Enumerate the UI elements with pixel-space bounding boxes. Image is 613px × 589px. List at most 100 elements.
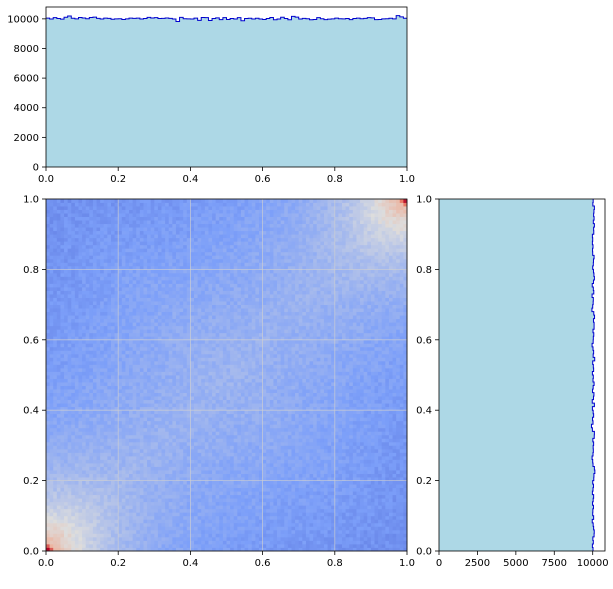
heatmap-cell	[53, 441, 58, 446]
heatmap-cell	[219, 336, 224, 341]
heatmap-cell	[114, 290, 119, 295]
heatmap-cell	[85, 315, 90, 320]
heatmap-cell	[186, 529, 191, 534]
heatmap-cell	[53, 223, 58, 228]
heatmap-cell	[89, 441, 94, 446]
heatmap-cell	[175, 308, 180, 313]
heatmap-cell	[71, 438, 76, 443]
heatmap-cell	[201, 427, 206, 432]
heatmap-cell	[215, 403, 220, 408]
heatmap-cell	[118, 276, 123, 281]
heatmap-cell	[100, 431, 105, 436]
heatmap-cell	[172, 339, 177, 344]
heatmap-cell	[53, 508, 58, 513]
heatmap-cell	[186, 501, 191, 506]
heatmap-cell	[107, 209, 112, 214]
heatmap-cell	[186, 209, 191, 214]
heatmap-cell	[46, 452, 51, 457]
heatmap-cell	[56, 269, 61, 274]
heatmap-cell	[114, 385, 119, 390]
heatmap-cell	[147, 213, 152, 217]
heatmap-cell	[56, 484, 61, 489]
heatmap-cell	[118, 265, 123, 270]
heatmap-cell	[190, 336, 195, 341]
heatmap-cell	[194, 508, 199, 513]
heatmap-cell	[89, 297, 94, 302]
heatmap-cell	[60, 290, 65, 295]
heatmap-cell	[71, 227, 76, 232]
heatmap-cell	[139, 526, 144, 531]
heatmap-cell	[150, 220, 155, 225]
heatmap-cell	[74, 206, 79, 210]
heatmap-cell	[67, 470, 72, 474]
heatmap-cell	[150, 223, 155, 228]
heatmap-cell	[161, 455, 166, 460]
heatmap-cell	[110, 399, 115, 404]
heatmap-cell	[201, 346, 206, 351]
heatmap-cell	[132, 353, 137, 358]
heatmap-cell	[179, 248, 184, 253]
heatmap-cell	[212, 494, 217, 499]
heatmap-cell	[190, 438, 195, 443]
heatmap-cell	[53, 375, 58, 379]
heatmap-cell	[204, 367, 209, 372]
heatmap-cell	[125, 308, 130, 313]
heatmap-cell	[64, 403, 69, 408]
heatmap-cell	[132, 230, 137, 235]
heatmap-cell	[136, 308, 141, 313]
heatmap-cell	[125, 206, 130, 210]
heatmap-cell	[110, 512, 115, 517]
heatmap-cell	[78, 441, 83, 446]
heatmap-cell	[168, 339, 173, 344]
heatmap-cell	[64, 237, 69, 242]
heatmap-cell	[114, 498, 119, 503]
heatmap-cell	[215, 448, 220, 453]
heatmap-cell	[114, 209, 119, 214]
heatmap-cell	[53, 343, 58, 348]
heatmap-cell	[132, 417, 137, 422]
heatmap-cell	[219, 526, 224, 531]
heatmap-cell	[114, 332, 119, 337]
heatmap-cell	[114, 311, 119, 316]
heatmap-cell	[154, 526, 159, 531]
heatmap-cell	[89, 216, 94, 221]
heatmap-cell	[147, 325, 152, 330]
heatmap-cell	[194, 420, 199, 425]
heatmap-cell	[175, 336, 180, 341]
heatmap-cell	[96, 265, 101, 270]
heatmap-cell	[201, 322, 206, 327]
heatmap-cell	[190, 477, 195, 481]
heatmap-cell	[179, 505, 184, 510]
heatmap-cell	[208, 318, 213, 323]
heatmap-cell	[208, 470, 213, 474]
heatmap-cell	[110, 470, 115, 474]
heatmap-cell	[204, 480, 209, 485]
heatmap-cell	[78, 491, 83, 496]
heatmap-cell	[219, 382, 224, 386]
heatmap-cell	[118, 220, 123, 225]
heatmap-cell	[204, 431, 209, 436]
heatmap-cell	[74, 336, 79, 341]
heatmap-cell	[85, 336, 90, 341]
heatmap-cell	[150, 262, 155, 267]
heatmap-cell	[157, 220, 162, 225]
heatmap-cell	[74, 237, 79, 242]
heatmap-cell	[71, 540, 76, 545]
heatmap-cell	[85, 431, 90, 436]
heatmap-cell	[154, 237, 159, 242]
heatmap-cell	[82, 505, 87, 510]
heatmap-cell	[118, 529, 123, 534]
heatmap-cell	[157, 287, 162, 291]
heatmap-cell	[56, 540, 61, 545]
heatmap-cell	[215, 287, 220, 291]
heatmap-cell	[190, 287, 195, 291]
heatmap-cell	[78, 399, 83, 404]
heatmap-cell	[74, 315, 79, 320]
heatmap-cell	[215, 357, 220, 362]
heatmap-cell	[194, 265, 199, 270]
heatmap-cell	[96, 473, 101, 478]
heatmap-cell	[78, 529, 83, 534]
heatmap-cell	[46, 318, 51, 323]
heatmap-cell	[208, 297, 213, 302]
heatmap-cell	[60, 484, 65, 489]
